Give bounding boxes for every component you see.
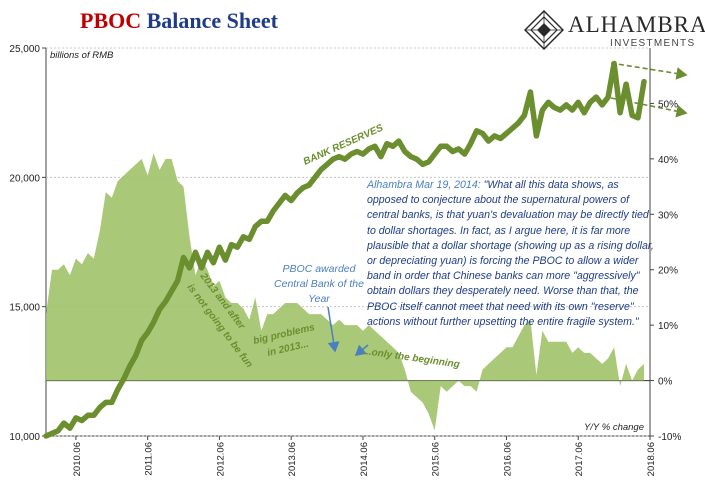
beginning-arrow: [354, 344, 369, 356]
right-tick-label: 50%: [658, 99, 678, 110]
left-tick-label: 10,000: [9, 432, 40, 443]
pboc-arrow: [327, 306, 340, 353]
diamond-logo-icon: [524, 10, 564, 50]
x-tick-label: 2015.06: [431, 442, 442, 476]
x-tick-label: 2011.06: [144, 442, 155, 476]
x-tick-label: 2014.06: [359, 442, 370, 476]
x-tick-label: 2012.06: [215, 442, 226, 476]
annotation-pboc-2: Central Bank of the: [274, 278, 364, 290]
left-axis-title: billions of RMB: [50, 50, 114, 61]
lower-trend-arrow: [610, 97, 688, 118]
right-tick-label: 10%: [658, 321, 678, 332]
left-tick-label: 15,000: [9, 303, 40, 314]
quote-annotation: Alhambra Mar 19, 2014: "What all this da…: [367, 178, 657, 330]
chart-title: PBOC Balance Sheet: [80, 8, 279, 33]
right-tick-label: -10%: [658, 432, 681, 443]
left-tick-label: 20,000: [9, 173, 40, 184]
left-tick-label: 25,000: [9, 44, 40, 55]
x-tick-label: 2018.06: [646, 442, 657, 476]
annotation-pboc-3: Year: [308, 293, 330, 305]
yoy-area-series: [46, 153, 644, 431]
annotation-pboc-1: PBOC awarded: [283, 263, 357, 275]
bank-reserves-line: [43, 60, 647, 439]
x-tick-label: 2016.06: [502, 442, 513, 476]
x-tick-label: 2010.06: [72, 442, 83, 476]
right-tick-label: 30%: [658, 210, 678, 221]
logo-wordmark: ALHAMBRA: [568, 12, 705, 37]
right-tick-label: 40%: [658, 155, 678, 166]
quote-body: "What all this data shows, as opposed to…: [367, 179, 654, 328]
right-axis-title: Y/Y % change: [584, 422, 644, 433]
logo-subtitle: INVESTMENTS: [610, 38, 696, 49]
alhambra-logo: ALHAMBRA INVESTMENTS: [524, 10, 705, 50]
x-tick-label: 2013.06: [287, 442, 298, 476]
x-tick-label: 2017.06: [574, 442, 585, 476]
right-tick-label: 20%: [658, 266, 678, 277]
upper-trend-arrow: [610, 62, 688, 80]
right-tick-label: 0%: [658, 377, 673, 388]
quote-lead: Alhambra Mar 19, 2014:: [367, 179, 481, 191]
